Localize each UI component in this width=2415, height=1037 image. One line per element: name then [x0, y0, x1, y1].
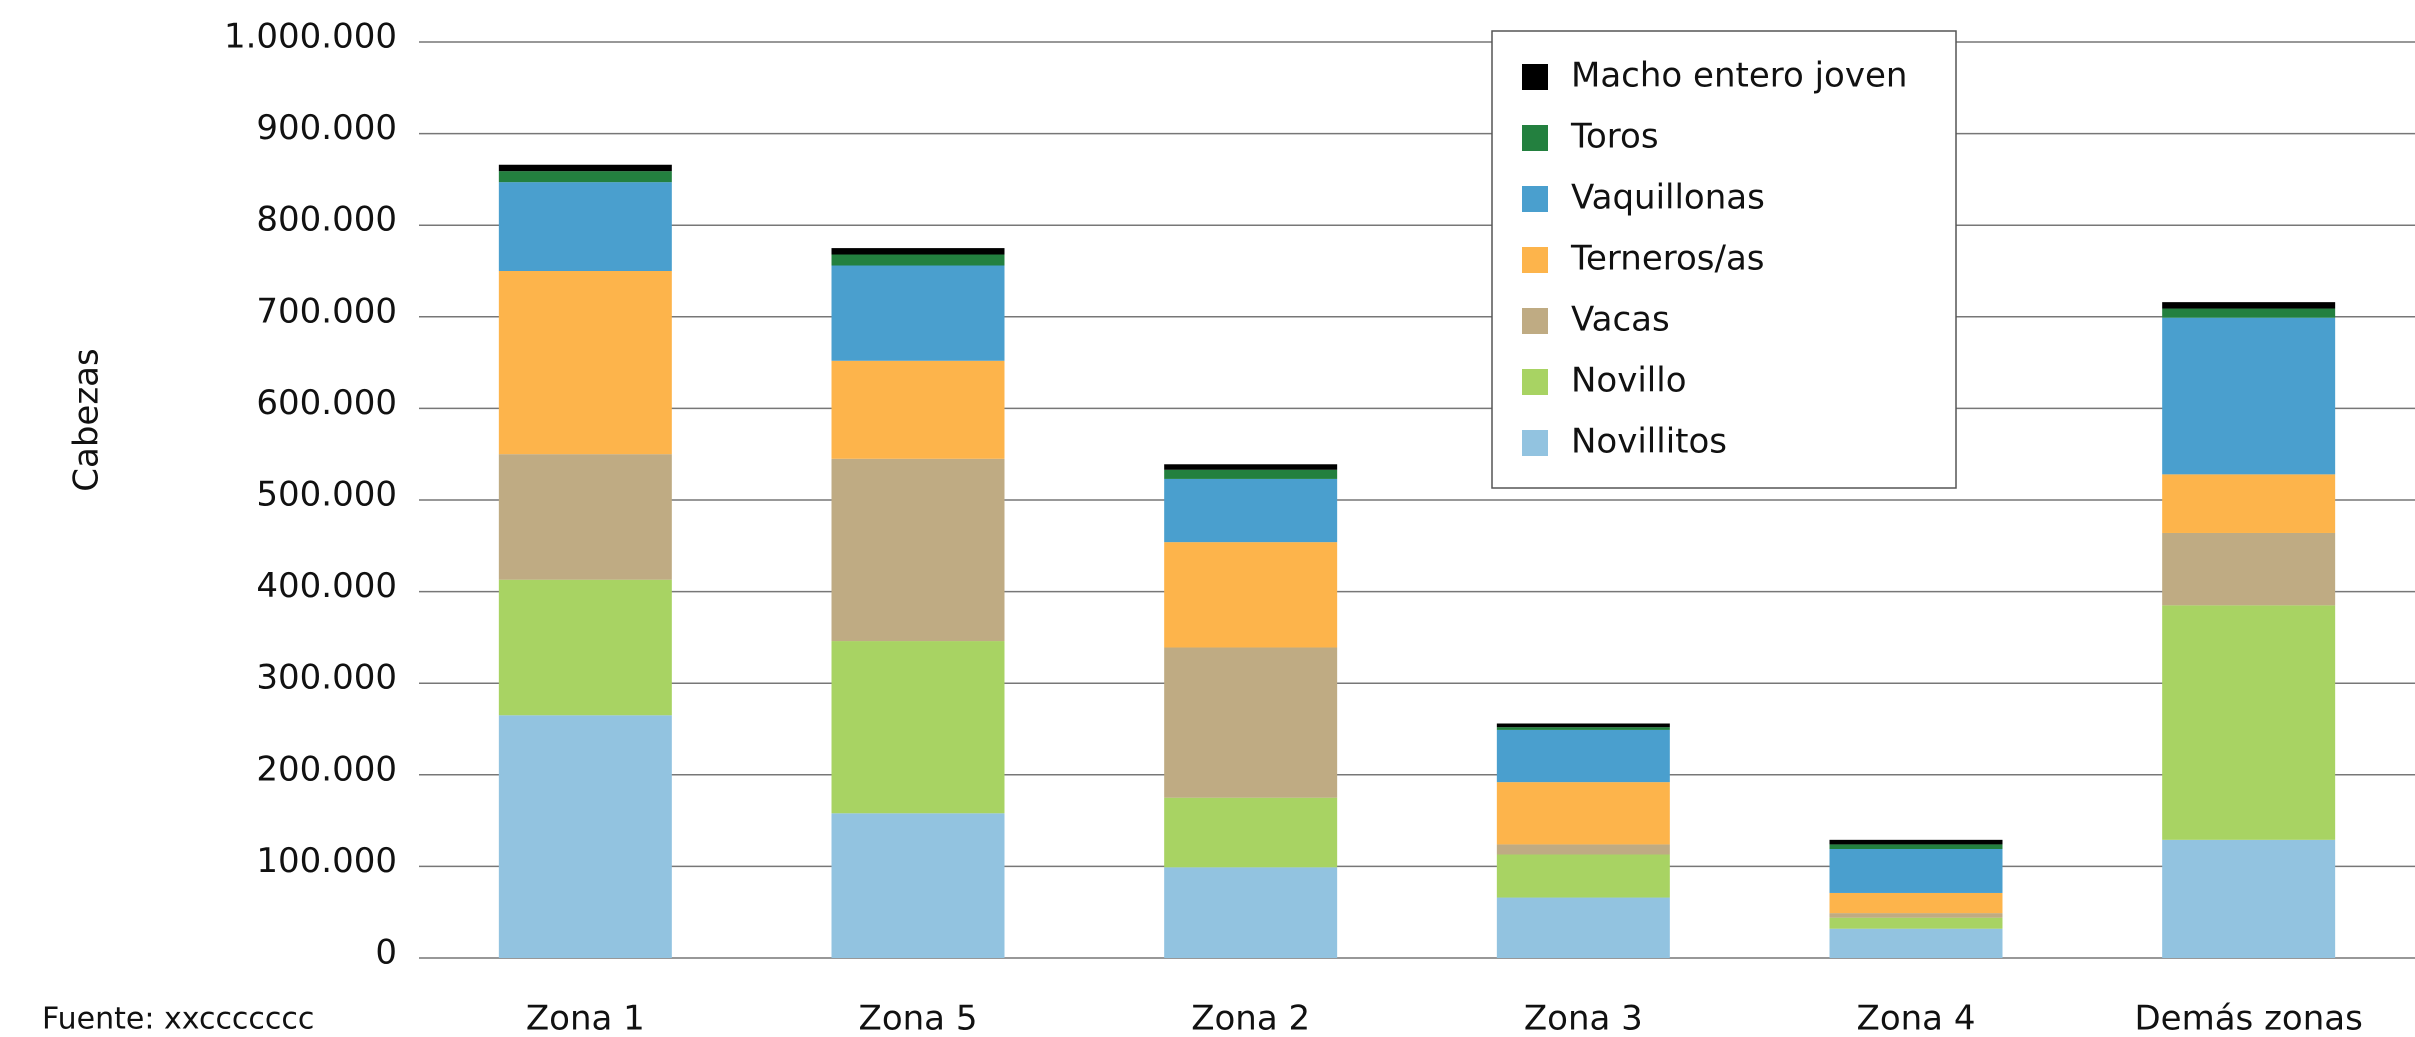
legend-swatch	[1522, 125, 1548, 151]
bar-segment	[831, 813, 1005, 958]
legend-label: Macho entero joven	[1571, 56, 1907, 96]
bar-segment	[2162, 839, 2336, 958]
bar-segment	[498, 271, 672, 455]
bar-segment	[498, 171, 672, 183]
bar-segment	[498, 454, 672, 580]
y-tick-label: 1.000.000	[224, 17, 397, 57]
bar-segment	[1496, 729, 1670, 783]
legend-swatch	[1522, 430, 1548, 456]
bar-segment	[2162, 302, 2336, 309]
bar-segment	[831, 254, 1005, 266]
bar-segment	[2162, 474, 2336, 533]
bar-segment	[1164, 647, 1338, 798]
bar-segment	[1829, 848, 2003, 893]
legend-swatch	[1522, 247, 1548, 273]
bar-segment	[831, 265, 1005, 361]
bar-segment	[1496, 844, 1670, 855]
bar-segment	[1164, 797, 1338, 868]
legend-label: Novillitos	[1571, 422, 1727, 462]
legend-swatch	[1522, 186, 1548, 212]
bar-segment	[1829, 844, 2003, 849]
x-tick-label: Zona 2	[1191, 999, 1310, 1037]
y-tick-label: 100.000	[256, 841, 397, 881]
bar-segment	[498, 164, 672, 172]
bar-segment	[2162, 308, 2336, 318]
legend-box	[1491, 30, 1957, 489]
bar-segment	[498, 182, 672, 271]
y-tick-label: 200.000	[256, 749, 397, 789]
bar-segment	[1829, 928, 2003, 958]
x-tick-label: Zona 3	[1524, 999, 1643, 1037]
bar-segment	[1496, 897, 1670, 958]
bar-segment	[1164, 464, 1338, 470]
bar-segment	[1164, 469, 1338, 479]
y-tick-label: 700.000	[256, 291, 397, 331]
bar-segment	[831, 458, 1005, 642]
bar-segment	[1496, 782, 1670, 845]
bar-segment	[1496, 727, 1670, 730]
bar-segment	[831, 641, 1005, 814]
bar-segment	[498, 715, 672, 958]
bar-segment	[1164, 478, 1338, 543]
x-tick-label: Demás zonas	[2135, 999, 2363, 1037]
source-note: Fuente: xxccccccc	[42, 1002, 314, 1037]
bar-segment	[2162, 317, 2336, 475]
y-tick-label: 600.000	[256, 383, 397, 423]
y-tick-label: 500.000	[256, 475, 397, 515]
x-tick-label: Zona 4	[1857, 999, 1976, 1037]
legend-label: Terneros/as	[1570, 239, 1765, 279]
x-tick-label: Zona 1	[526, 999, 645, 1037]
legend-label: Toros	[1570, 117, 1659, 157]
legend-swatch	[1522, 308, 1548, 334]
bar-segment	[1164, 542, 1338, 648]
y-tick-label: 800.000	[256, 200, 397, 240]
bar-segment	[1829, 913, 2003, 918]
legend-swatch	[1522, 64, 1548, 90]
legend-swatch	[1522, 369, 1548, 395]
bar-segment	[831, 248, 1005, 255]
y-tick-label: 0	[375, 933, 397, 973]
legend-label: Novillo	[1571, 361, 1687, 401]
legend-label: Vacas	[1571, 300, 1670, 340]
y-tick-label: 300.000	[256, 658, 397, 698]
y-tick-label: 900.000	[256, 108, 397, 148]
x-tick-label: Zona 5	[859, 999, 978, 1037]
bar-segment	[1164, 867, 1338, 958]
bar-segment	[831, 360, 1005, 459]
bar-segment	[2162, 532, 2336, 606]
bar-segment	[1829, 839, 2003, 845]
legend-label: Vaquillonas	[1571, 178, 1765, 218]
bar-segment	[1829, 892, 2003, 914]
bar-segment	[498, 579, 672, 716]
y-axis-label: Cabezas	[67, 348, 107, 491]
bar-segment	[1496, 854, 1670, 898]
bar-segment	[1496, 723, 1670, 728]
y-tick-label: 400.000	[256, 566, 397, 606]
bar-segment	[1829, 917, 2003, 929]
bar-segment	[2162, 605, 2336, 840]
